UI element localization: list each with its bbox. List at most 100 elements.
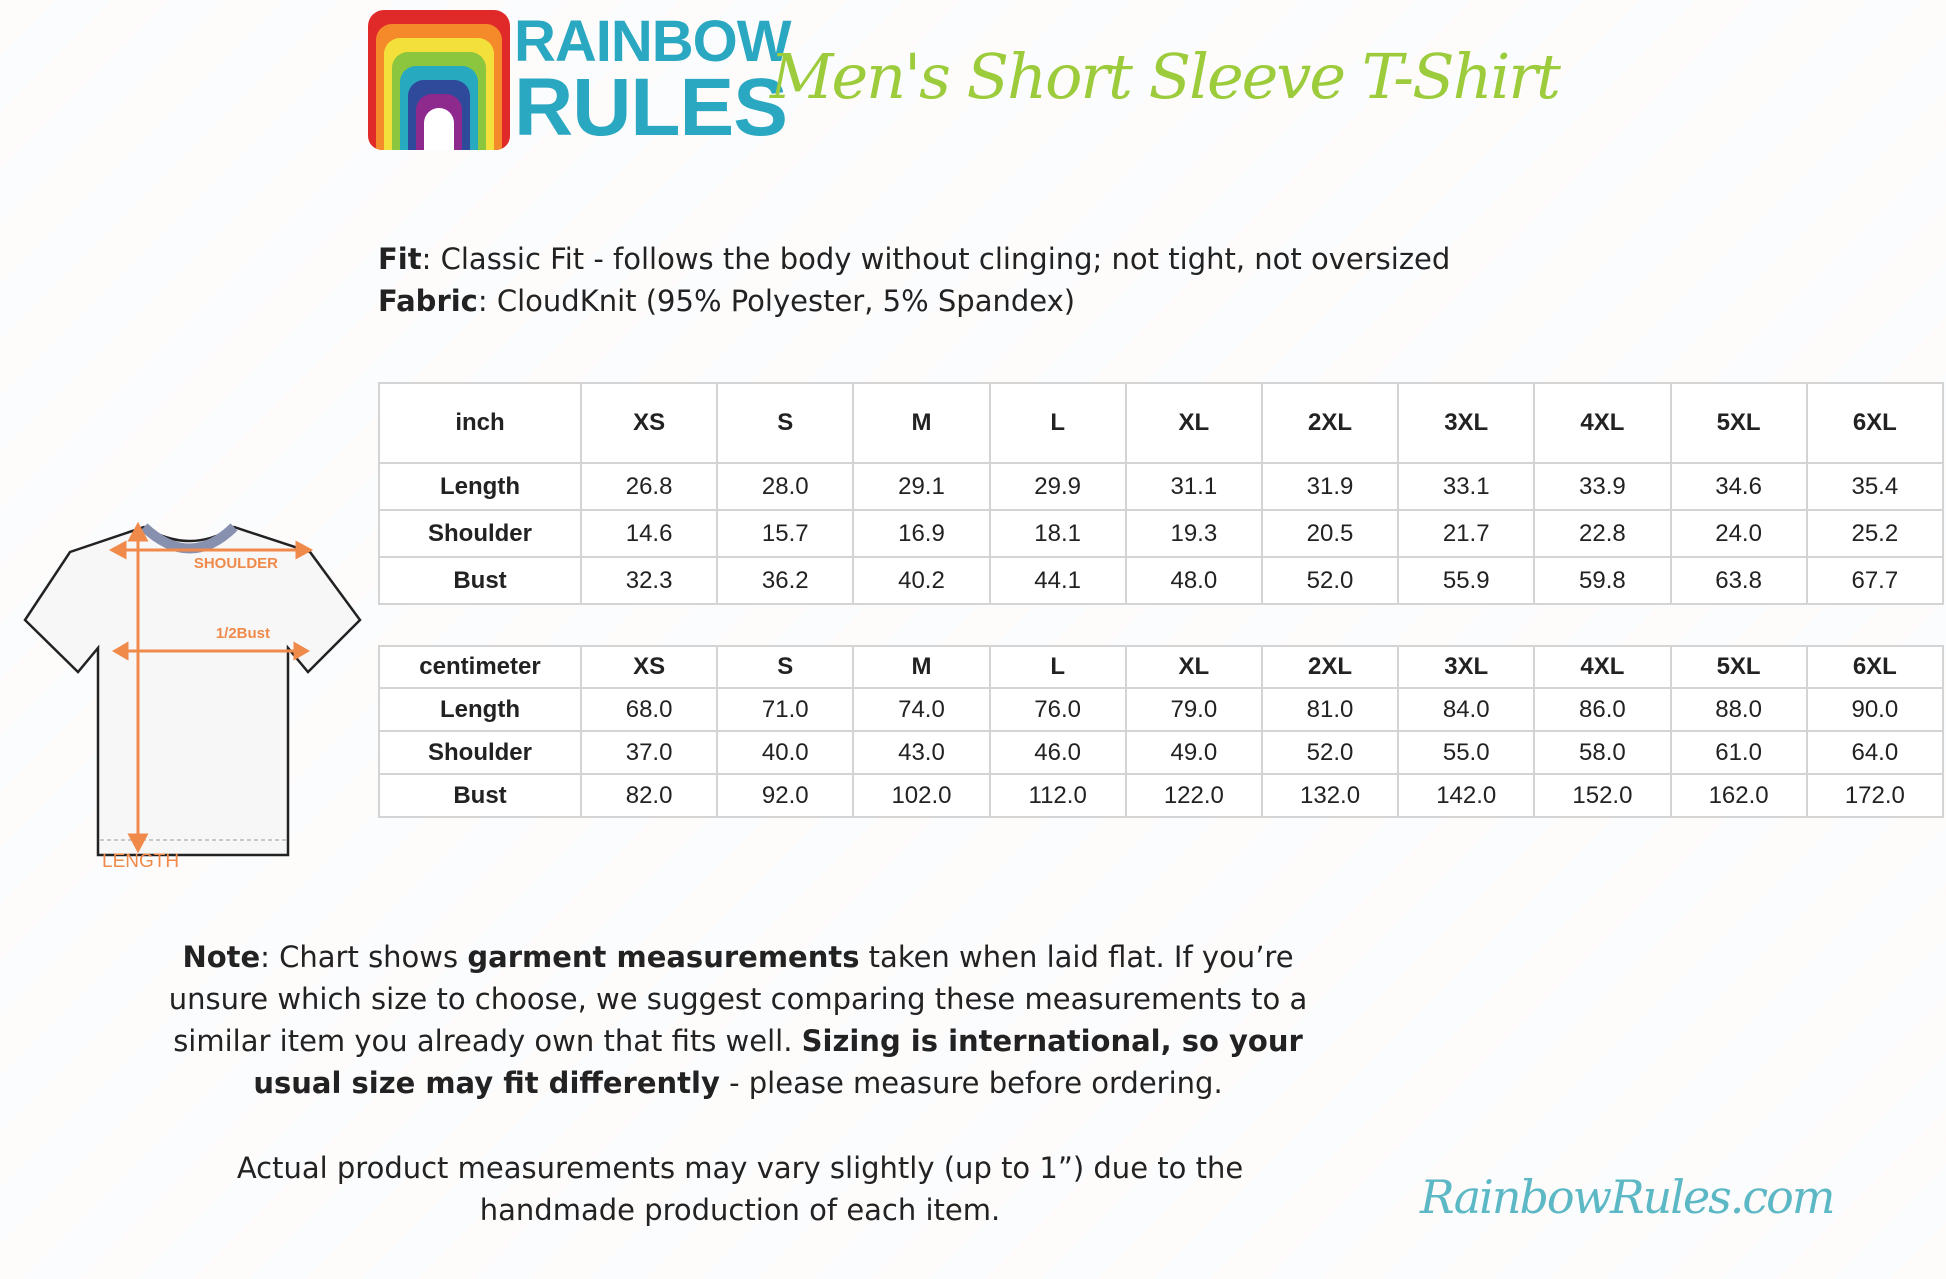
measurement-cell: 40.2: [852, 556, 991, 605]
shoulder-label: SHOULDER: [194, 555, 278, 572]
size-header: 6XL: [1805, 382, 1945, 464]
measurement-cell: 67.7: [1805, 556, 1945, 605]
header-row: centimeter XS S M L XL 2XL 3XL 4XL 5XL 6XL: [378, 645, 1945, 689]
measurement-cell: 34.6: [1669, 462, 1808, 511]
size-header: 2XL: [1260, 382, 1400, 464]
measurement-cell: 142.0: [1397, 773, 1536, 818]
size-header: XL: [1124, 645, 1263, 689]
measurement-cell: 55.9: [1397, 556, 1536, 605]
measurement-cell: 15.7: [716, 509, 855, 558]
measurement-cell: 74.0: [852, 687, 991, 732]
table-row: Shoulder 37.0 40.0 43.0 46.0 49.0 52.0 55.0 58.0…: [378, 730, 1945, 775]
bust-label: 1/2Bust: [216, 625, 270, 642]
measurement-cell: 71.0: [716, 687, 855, 732]
centimeter-size-table: centimeter XS S M L XL 2XL 3XL 4XL 5XL 6XL Length 68…: [378, 645, 1945, 818]
measurement-cell: 24.0: [1669, 509, 1808, 558]
measurement-cell: 19.3: [1124, 509, 1263, 558]
table-row: Length 68.0 71.0 74.0 76.0 79.0 81.0 84.0 86.0 88…: [378, 687, 1945, 732]
measurement-cell: 68.0: [579, 687, 719, 732]
measurement-cell: 48.0: [1124, 556, 1263, 605]
measurement-cell: 22.8: [1533, 509, 1672, 558]
size-header: 2XL: [1260, 645, 1400, 689]
table-row: Length 26.8 28.0 29.1 29.9 31.1 31.9 33.1 33.9 34…: [378, 462, 1945, 511]
note-bold: Sizing is international, so your usual s…: [253, 1024, 1303, 1100]
fabric-label: Fabric: [378, 284, 478, 318]
website-logo: RainbowRules.com: [1420, 1170, 1835, 1224]
inch-size-table: inch XS S M L XL 2XL 3XL 4XL 5XL 6XL Length 26.8 28.0…: [378, 382, 1945, 605]
measurement-cell: 31.1: [1124, 462, 1263, 511]
measurement-cell: 82.0: [579, 773, 719, 818]
measurement-cell: 52.0: [1260, 556, 1400, 605]
measurement-cell: 92.0: [716, 773, 855, 818]
row-label: Length: [378, 462, 582, 511]
measurement-cell: 86.0: [1533, 687, 1672, 732]
measurement-cell: 84.0: [1397, 687, 1536, 732]
size-header: XS: [579, 645, 719, 689]
measurement-cell: 21.7: [1397, 509, 1536, 558]
measurement-cell: 37.0: [579, 730, 719, 775]
brand-logo-text: RAINBOW RULES: [514, 9, 792, 154]
measurement-cell: 63.8: [1669, 556, 1808, 605]
measurement-cell: 18.1: [988, 509, 1127, 558]
size-header: 5XL: [1669, 382, 1808, 464]
measurement-cell: 132.0: [1260, 773, 1400, 818]
table-row: Bust 82.0 92.0 102.0 112.0 122.0 132.0 142.0 152…: [378, 773, 1945, 818]
fit-label: Fit: [378, 242, 422, 276]
measurement-cell: 36.2: [716, 556, 855, 605]
note-text: - please measure before ordering.: [719, 1066, 1223, 1100]
disclaimer: Actual product measurements may vary sli…: [236, 1151, 1244, 1227]
header-row: inch XS S M L XL 2XL 3XL 4XL 5XL 6XL: [378, 382, 1945, 464]
measurement-cell: 81.0: [1260, 687, 1400, 732]
row-label: Shoulder: [378, 509, 582, 558]
note-label: Note: [182, 940, 261, 974]
size-header: L: [988, 382, 1127, 464]
size-header: 6XL: [1805, 645, 1945, 689]
measurement-cell: 14.6: [579, 509, 719, 558]
rainbow-logo-icon: [368, 10, 510, 150]
tshirt-measurement-diagram: SHOULDER 1/2Bust LENGTH: [23, 521, 362, 870]
fabric-value: : CloudKnit (95% Polyester, 5% Spandex): [477, 284, 1076, 318]
measurement-cell: 20.5: [1260, 509, 1400, 558]
measurement-cell: 43.0: [852, 730, 991, 775]
measurement-cell: 25.2: [1805, 509, 1945, 558]
logo-line2: RULES: [514, 62, 788, 154]
row-label: Bust: [378, 556, 582, 605]
measurement-cell: 122.0: [1124, 773, 1263, 818]
row-label: Bust: [378, 773, 582, 818]
table-row: Shoulder 14.6 15.7 16.9 18.1 19.3 20.5 21.7 22.8…: [378, 509, 1945, 558]
sizing-note: Note: Chart shows garment measurements t…: [138, 936, 1338, 1104]
measurement-cell: 55.0: [1397, 730, 1536, 775]
row-label: Length: [378, 687, 582, 732]
measurement-cell: 64.0: [1805, 730, 1945, 775]
measurement-cell: 35.4: [1805, 462, 1945, 511]
measurement-cell: 31.9: [1260, 462, 1400, 511]
size-header: S: [716, 382, 855, 464]
measurement-cell: 32.3: [579, 556, 719, 605]
measurement-cell: 112.0: [988, 773, 1127, 818]
fit-line: Fit: Classic Fit - follows the body with…: [378, 242, 1450, 276]
size-header: XL: [1124, 382, 1263, 464]
measurement-cell: 16.9: [852, 509, 991, 558]
measurement-cell: 26.8: [579, 462, 719, 511]
row-label: Shoulder: [378, 730, 582, 775]
measurement-cell: 44.1: [988, 556, 1127, 605]
measurement-cell: 90.0: [1805, 687, 1945, 732]
size-header: M: [852, 645, 991, 689]
measurement-cell: 40.0: [716, 730, 855, 775]
measurement-cell: 152.0: [1533, 773, 1672, 818]
fit-value: : Classic Fit - follows the body without…: [421, 242, 1451, 276]
unit-header: centimeter: [378, 645, 582, 689]
measurement-cell: 172.0: [1805, 773, 1945, 818]
size-header: M: [852, 382, 991, 464]
table-row: Bust 32.3 36.2 40.2 44.1 48.0 52.0 55.9 59.8 63.8…: [378, 556, 1945, 605]
note-text: : Chart shows: [260, 940, 468, 974]
size-header: XS: [579, 382, 719, 464]
size-header: 4XL: [1533, 645, 1672, 689]
length-label: LENGTH: [102, 851, 179, 870]
measurement-cell: 29.1: [852, 462, 991, 511]
logo-line1: RAINBOW: [514, 9, 792, 74]
measurement-cell: 28.0: [716, 462, 855, 511]
size-header: 4XL: [1533, 382, 1672, 464]
size-header: S: [716, 645, 855, 689]
measurement-cell: 59.8: [1533, 556, 1672, 605]
